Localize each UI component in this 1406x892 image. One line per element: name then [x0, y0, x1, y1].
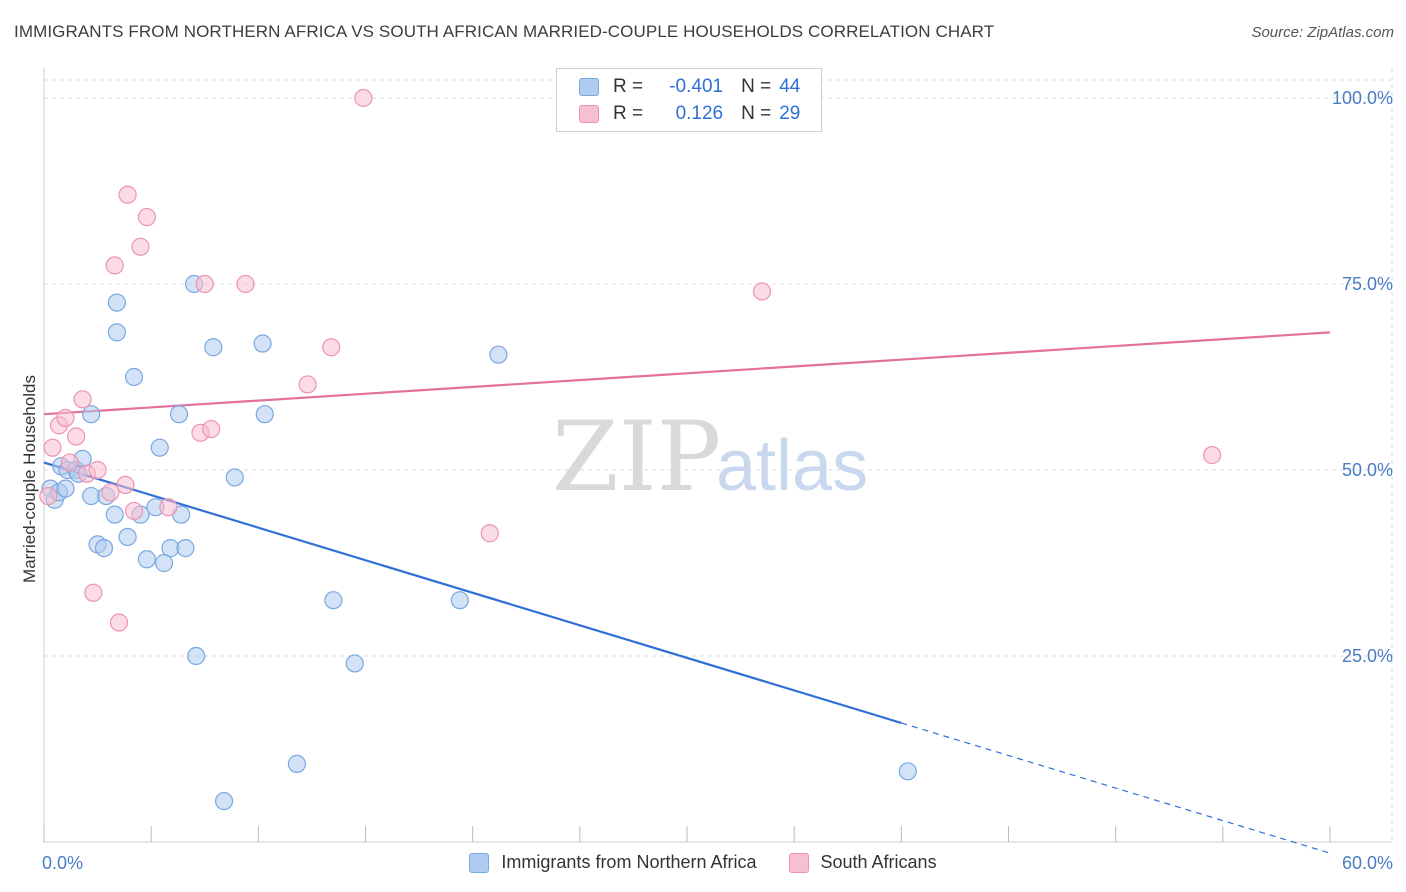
trend-line-blue — [43, 461, 902, 725]
legend-row-blue: R = -0.401 N = 44 — [579, 74, 800, 100]
data-point-pink — [752, 282, 772, 301]
grid-layer — [44, 68, 1393, 842]
data-point-pink — [60, 453, 79, 472]
data-point-blue — [898, 762, 917, 781]
trend-line-pink — [43, 331, 1331, 416]
data-point-pink — [118, 185, 137, 204]
data-point-pink — [88, 460, 107, 480]
legend-n-label: N = — [741, 103, 772, 124]
data-point-blue — [118, 527, 137, 547]
data-point-blue — [255, 405, 274, 424]
data-point-blue — [187, 646, 206, 666]
data-point-pink — [39, 486, 58, 506]
data-point-blue — [107, 293, 126, 312]
y-axis-title: Married-couple Households — [20, 375, 39, 583]
data-point-pink — [56, 408, 75, 428]
data-point-blue — [94, 539, 114, 558]
data-point-blue — [107, 323, 126, 342]
data-point-pink — [105, 256, 124, 275]
data-point-blue — [204, 338, 223, 357]
data-point-pink — [322, 338, 341, 357]
data-point-blue — [287, 754, 307, 773]
legend-r-value: -0.401 — [669, 76, 724, 97]
legend-r-label: R = — [613, 103, 644, 124]
trend-line-extension-blue — [901, 722, 1331, 854]
data-point-blue — [56, 479, 75, 498]
data-point-pink — [73, 390, 92, 409]
data-point-pink — [480, 524, 499, 543]
data-point-pink — [354, 88, 373, 108]
legend-n-value: 29 — [779, 103, 801, 124]
data-point-pink — [236, 274, 255, 294]
data-point-pink — [67, 427, 86, 446]
chart-title: IMMIGRANTS FROM NORTHERN AFRICA VS SOUTH… — [14, 22, 995, 41]
y-tick-label: 50.0% — [1342, 460, 1393, 480]
data-point-blue — [489, 345, 508, 364]
legend-swatch-pink — [579, 105, 599, 123]
series-swatch-pink — [788, 852, 809, 873]
data-point-blue — [124, 367, 144, 387]
data-point-pink — [195, 274, 214, 294]
legend-swatch-blue — [579, 78, 599, 96]
x-tick-label: 0.0% — [42, 853, 83, 873]
data-point-pink — [137, 207, 156, 227]
watermark-atlas: atlas — [716, 426, 868, 506]
data-point-blue — [214, 791, 234, 811]
legend-row-pink: R = 0.126 N = 29 — [579, 101, 800, 127]
legend-r-value: 0.126 — [675, 103, 724, 124]
data-points — [39, 88, 1222, 811]
data-point-blue — [225, 468, 244, 487]
data-point-pink — [1203, 446, 1222, 465]
watermark-zip: ZIP — [552, 401, 721, 513]
series-legend: Immigrants from Northern Africa South Af… — [0, 852, 1406, 873]
stats-legend: R = -0.401 N = 44 R = 0.126 N = 29 — [556, 68, 822, 132]
data-point-pink — [159, 498, 178, 517]
data-point-pink — [116, 475, 135, 494]
data-point-blue — [324, 591, 343, 610]
data-point-blue — [176, 539, 195, 558]
series-legend-label: Immigrants from Northern Africa — [501, 852, 757, 872]
legend-n-value: 44 — [779, 76, 801, 97]
data-point-pink — [124, 501, 144, 521]
data-point-blue — [105, 505, 124, 524]
source-credit: Source: ZipAtlas.com — [1251, 24, 1394, 41]
series-legend-label: South Africans — [820, 852, 937, 872]
data-point-blue — [253, 334, 272, 353]
series-legend-item-blue[interactable]: Immigrants from Northern Africa — [469, 852, 757, 873]
y-tick-label: 25.0% — [1342, 646, 1393, 666]
y-tick-label: 75.0% — [1342, 274, 1393, 294]
data-point-pink — [109, 613, 129, 632]
data-point-blue — [345, 654, 364, 673]
data-point-pink — [202, 419, 221, 439]
data-point-blue — [150, 438, 169, 457]
legend-r-label: R = — [613, 76, 644, 97]
data-point-pink — [101, 483, 120, 502]
data-point-blue — [450, 591, 469, 610]
data-point-pink — [298, 375, 317, 394]
data-point-pink — [43, 438, 62, 457]
data-point-blue — [137, 550, 156, 569]
axis-layer — [43, 68, 1392, 843]
data-point-pink — [131, 237, 150, 256]
trend-lines — [43, 331, 1331, 854]
data-point-blue — [169, 405, 189, 424]
watermark: ZIP atlas — [552, 401, 868, 513]
x-tick-label: 60.0% — [1342, 853, 1393, 873]
series-legend-item-pink[interactable]: South Africans — [788, 852, 937, 873]
y-tick-label: 100.0% — [1332, 88, 1393, 108]
legend-n-label: N = — [741, 76, 772, 97]
tick-labels: 25.0% 50.0% 75.0% 100.0% 0.0% 60.0% Married-co… — [20, 88, 1393, 873]
data-point-pink — [84, 583, 103, 602]
series-swatch-blue — [469, 852, 490, 873]
data-point-blue — [82, 405, 101, 424]
